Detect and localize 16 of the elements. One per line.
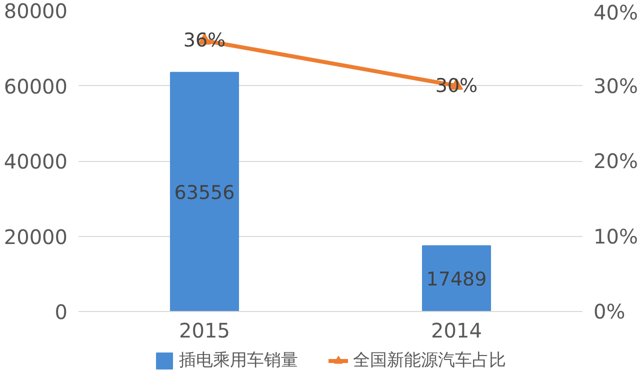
y2-tick-label: 40% [594, 0, 638, 24]
data-label: 17489 [426, 268, 487, 291]
x-tick-label: 2015 [179, 318, 230, 342]
y-tick-label: 20000 [4, 224, 68, 249]
y-tick-label: 0 [54, 300, 68, 324]
y2-tick-label: 30% [594, 74, 638, 98]
y-tick-label: 80000 [4, 0, 68, 23]
legend-label: 全国新能源汽车占比 [353, 350, 506, 372]
legend-label: 插电乘用车销量 [179, 350, 298, 372]
y2-tick-label: 20% [594, 149, 638, 173]
x-tick-label: 2014 [431, 318, 482, 342]
y-tick-label: 60000 [4, 74, 68, 98]
y-tick-label: 40000 [4, 150, 68, 174]
y2-tick-label: 10% [594, 224, 638, 248]
y2-tick-label: 0% [594, 300, 626, 324]
data-label: 63556 [174, 182, 235, 204]
